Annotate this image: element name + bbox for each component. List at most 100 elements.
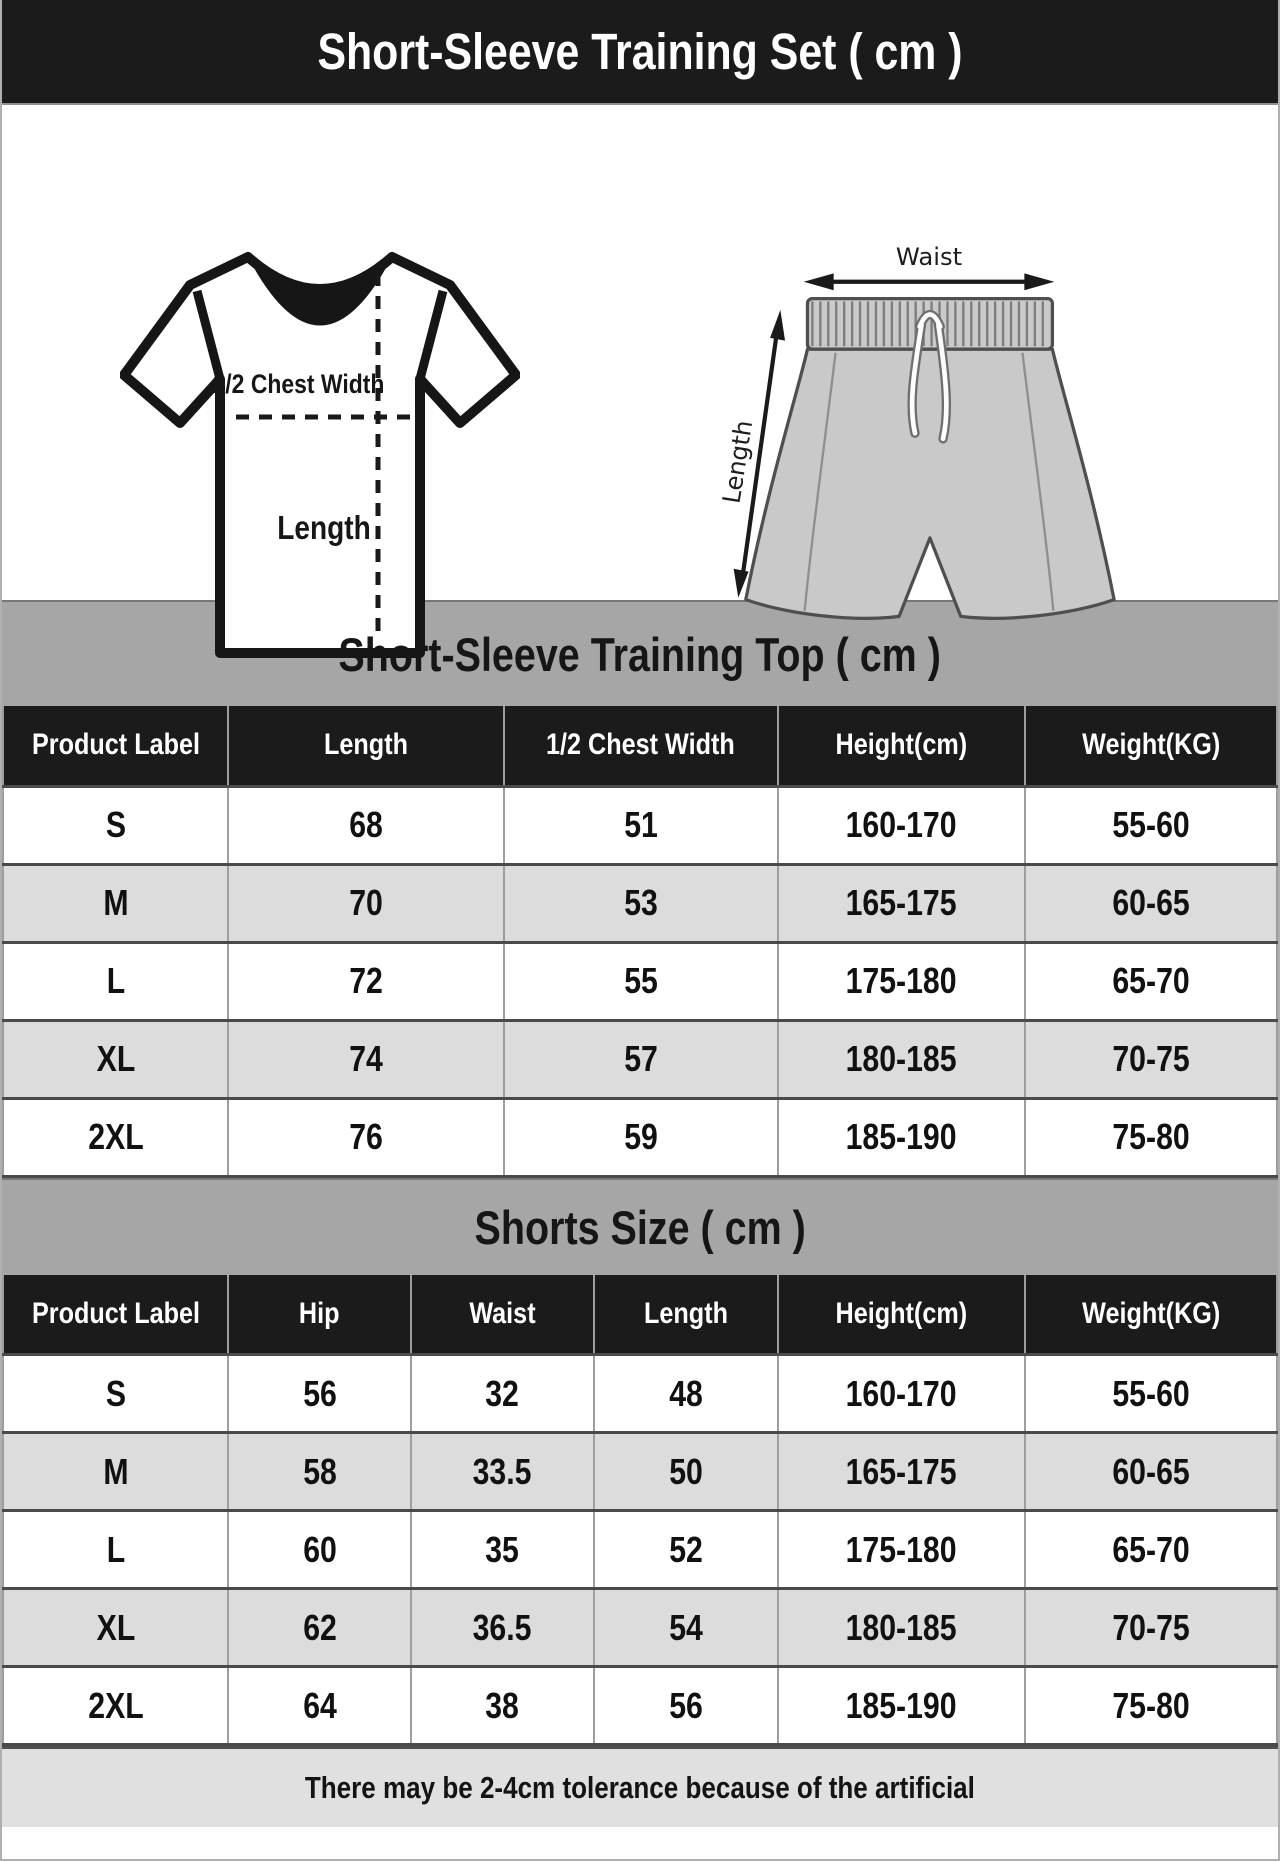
column-header-label: Height(cm)	[835, 1296, 967, 1330]
cell: 55-60	[1023, 786, 1278, 866]
cell-value: 76	[349, 1116, 383, 1157]
shorts-size-table: Product Label Hip Waist Length Height(cm…	[2, 1274, 1278, 1746]
column-header: Height(cm)	[776, 1274, 1026, 1356]
cell-value: 60	[302, 1528, 337, 1570]
cell-value: 57	[623, 1038, 658, 1079]
cell-value: 53	[623, 882, 658, 923]
cell: 2XL	[2, 1098, 230, 1178]
column-header: Waist	[409, 1274, 596, 1356]
cell: L	[2, 1510, 230, 1590]
cell-value: 33.5	[472, 1450, 532, 1492]
shorts-length-arrow-head-bottom	[733, 568, 749, 598]
cell: 175-180	[776, 1510, 1026, 1590]
cell-value: 165-175	[845, 882, 957, 923]
cell: 185-190	[776, 1098, 1026, 1178]
cell-value: 72	[349, 960, 383, 1001]
column-header: Product Label	[2, 706, 230, 788]
cell: 56	[227, 1354, 412, 1434]
column-header: Product Label	[2, 1274, 230, 1356]
cell: 72	[227, 942, 505, 1022]
cell: XL	[2, 1588, 230, 1668]
cell-value: 55-60	[1112, 1372, 1190, 1414]
cell-value: 62	[302, 1606, 337, 1648]
tshirt-outline	[120, 252, 520, 658]
shorts-right-seam	[1021, 352, 1055, 611]
cell: 185-190	[776, 1666, 1026, 1746]
cell: 2XL	[2, 1666, 230, 1746]
cell-value: 180-185	[845, 1606, 957, 1648]
cell: 56	[593, 1666, 779, 1746]
tolerance-note: There may be 2-4cm tolerance because of …	[304, 1770, 976, 1805]
cell-value: M	[103, 882, 129, 923]
cell: 33.5	[409, 1432, 596, 1512]
cell-value: XL	[96, 1038, 136, 1079]
table-row: L 60 35 52 175-180 65-70	[2, 1510, 1278, 1590]
cell: 60-65	[1023, 1432, 1278, 1512]
cell: 165-175	[776, 1432, 1026, 1512]
table-row: S 68 51 160-170 55-60	[2, 786, 1278, 866]
cell: 160-170	[776, 1354, 1026, 1434]
cell-value: S	[105, 804, 126, 845]
cell: 180-185	[776, 1020, 1026, 1100]
cell-value: 36.5	[472, 1606, 532, 1648]
cell-value: 59	[623, 1116, 658, 1157]
cell-value: 50	[669, 1450, 703, 1492]
cell-value: 32	[485, 1372, 520, 1414]
cell-value: 48	[669, 1372, 703, 1414]
cell: 36.5	[409, 1588, 596, 1668]
cell: 50	[593, 1432, 779, 1512]
cell-value: 55	[623, 960, 658, 1001]
tshirt-sleeve-seam-right	[415, 289, 448, 381]
cell-value: 64	[302, 1684, 337, 1726]
cell: S	[2, 786, 230, 866]
page-title: Short-Sleeve Training Set ( cm )	[317, 23, 963, 80]
diagram-section: 1/2 Chest Width Length Waist Length	[2, 105, 1278, 658]
tshirt-sleeve-seam-left	[192, 289, 225, 381]
cell-value: 175-180	[845, 960, 957, 1001]
footer-note-bar: There may be 2-4cm tolerance because of …	[2, 1746, 1278, 1827]
shorts-left-seam	[803, 352, 837, 611]
shorts-length-arrow-head-top	[770, 309, 786, 341]
chest-width-label: 1/2 Chest Width	[213, 369, 385, 399]
cell-value: 70	[349, 882, 383, 923]
top-section-title: Short-Sleeve Training Top ( cm )	[338, 627, 942, 681]
top-size-table: Product Label Length 1/2 Chest Width Hei…	[2, 706, 1278, 1178]
cell-value: 160-170	[845, 1372, 957, 1414]
column-header-label: Hip	[299, 1296, 340, 1330]
cell-value: L	[106, 960, 125, 1001]
shorts-waist-label: Waist	[896, 242, 962, 271]
column-header: Height(cm)	[776, 706, 1026, 788]
cell: 175-180	[776, 942, 1026, 1022]
top-table-header-row: Product Label Length 1/2 Chest Width Hei…	[2, 706, 1278, 788]
cell-value: 52	[669, 1528, 703, 1570]
column-header: Hip	[227, 1274, 412, 1356]
drawstring	[909, 312, 949, 442]
cell-value: 180-185	[845, 1038, 957, 1079]
cell-value: 68	[349, 804, 383, 845]
column-header-label: 1/2 Chest Width	[546, 728, 736, 762]
cell: 52	[593, 1510, 779, 1590]
column-header-label: Waist	[469, 1296, 536, 1330]
cell: 70-75	[1023, 1588, 1278, 1668]
table-row: L 72 55 175-180 65-70	[2, 942, 1278, 1022]
title-bar: Short-Sleeve Training Set ( cm )	[2, 0, 1278, 105]
waist-arrow-head-left	[803, 273, 834, 291]
cell: 48	[593, 1354, 779, 1434]
shorts-section-title: Shorts Size ( cm )	[474, 1200, 806, 1254]
cell-value: 55-60	[1112, 804, 1190, 845]
shorts-length-arrow-line	[740, 333, 779, 574]
column-header: 1/2 Chest Width	[502, 706, 779, 788]
cell: 165-175	[776, 864, 1026, 944]
cell: 70-75	[1023, 1020, 1278, 1100]
tshirt-diagram: 1/2 Chest Width Length	[120, 252, 520, 658]
cell: 75-80	[1023, 1666, 1278, 1746]
shorts-section-band: Shorts Size ( cm )	[2, 1177, 1278, 1275]
column-header-label: Product Label	[31, 728, 200, 762]
cell: 180-185	[776, 1588, 1026, 1668]
cell: 75-80	[1023, 1098, 1278, 1178]
cell-value: 2XL	[88, 1116, 144, 1157]
cell: 68	[227, 786, 505, 866]
cell: 76	[227, 1098, 505, 1178]
column-header-label: Length	[324, 728, 409, 762]
cell: 65-70	[1023, 942, 1278, 1022]
